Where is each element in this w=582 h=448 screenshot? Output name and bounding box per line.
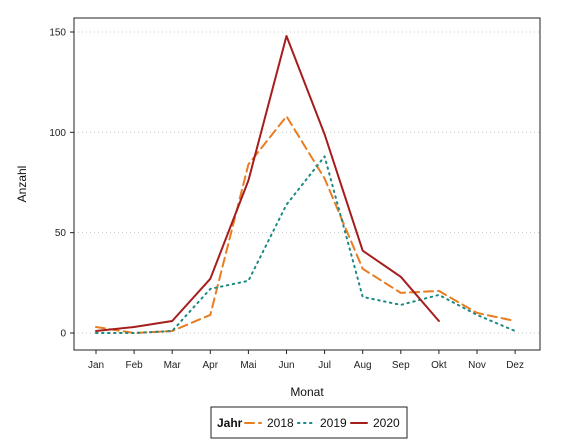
series-line-2020 <box>95 35 440 332</box>
x-tick-label: Mar <box>164 360 182 371</box>
x-axis-ticks: Jan Feb Mar Apr Mai Jun Jul Aug Sep Okt Nov Dez <box>88 350 524 371</box>
legend-label-2020: 2020 <box>373 416 400 430</box>
y-axis-title: Anzahl <box>15 166 29 203</box>
x-tick-label: Aug <box>354 360 372 371</box>
x-tick-label: Apr <box>203 360 219 371</box>
x-tick-label: Jul <box>318 360 331 371</box>
x-axis-title: Monat <box>290 385 324 399</box>
plot-frame <box>73 17 541 351</box>
y-axis-ticks: 0 50 100 150 <box>49 28 74 340</box>
series-line-2018 <box>95 115 517 334</box>
y-tick-label: 0 <box>60 329 66 340</box>
x-tick-label: Nov <box>468 360 486 371</box>
legend-items: 2018 2019 2020 <box>244 416 400 430</box>
y-tick-label: 50 <box>55 228 67 239</box>
series-lines <box>95 35 517 334</box>
x-tick-label: Sep <box>392 360 410 371</box>
x-tick-label: Okt <box>431 360 447 371</box>
x-tick-label: Jan <box>88 360 104 371</box>
x-tick-label: Mai <box>240 360 256 371</box>
y-tick-label: 150 <box>49 28 66 39</box>
series-line-2019 <box>95 155 517 334</box>
x-tick-label: Feb <box>125 360 143 371</box>
legend-label-2018: 2018 <box>267 416 294 430</box>
legend-box <box>210 406 408 439</box>
legend-label-2019: 2019 <box>320 416 347 430</box>
gridlines <box>74 31 540 334</box>
legend-title: Jahr <box>217 416 243 430</box>
x-tick-label: Dez <box>506 360 524 371</box>
legend: Jahr 2018 2019 2020 <box>210 406 408 439</box>
y-tick-label: 100 <box>49 128 66 139</box>
x-tick-label: Jun <box>278 360 294 371</box>
